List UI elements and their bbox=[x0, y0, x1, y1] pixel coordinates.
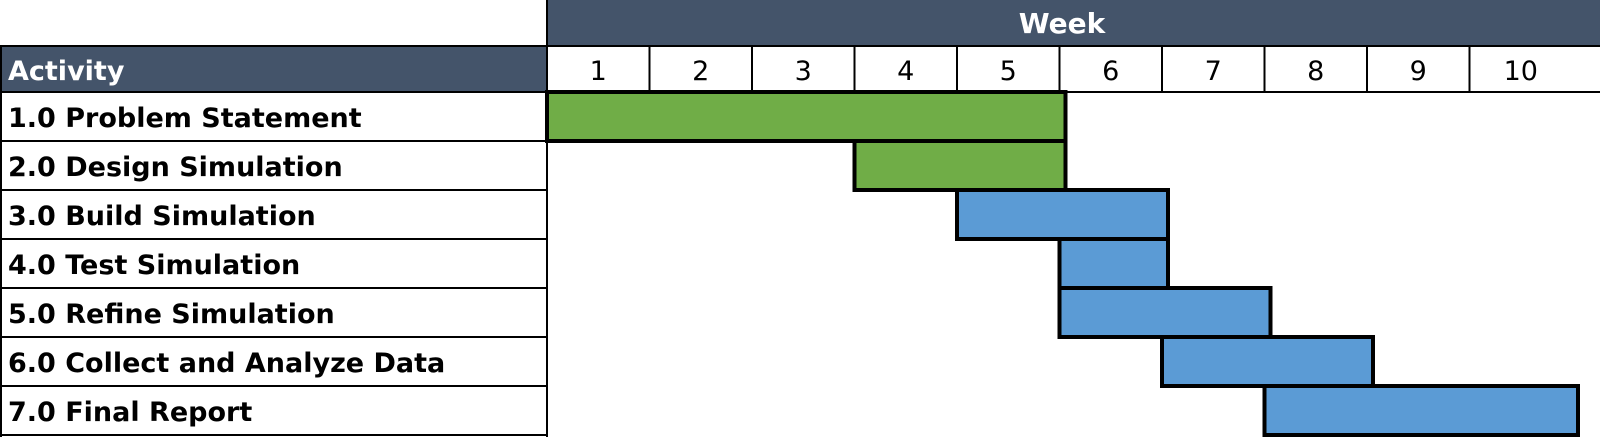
week-header-title: Week bbox=[1019, 7, 1107, 40]
week-number-label: 9 bbox=[1410, 56, 1427, 87]
week-number-label: 4 bbox=[897, 56, 914, 87]
week-numbers-bg bbox=[547, 46, 1600, 92]
activity-label: 4.0 Test Simulation bbox=[8, 250, 300, 281]
week-number-label: 10 bbox=[1504, 56, 1538, 87]
activity-header-title: Activity bbox=[8, 56, 125, 87]
activity-label: 2.0 Design Simulation bbox=[8, 152, 343, 183]
gantt-bar bbox=[955, 188, 1170, 241]
activity-label: 6.0 Collect and Analyze Data bbox=[8, 348, 445, 379]
gantt-bar bbox=[1160, 335, 1375, 388]
week-number-label: 7 bbox=[1205, 56, 1222, 87]
week-number-label: 6 bbox=[1102, 56, 1119, 87]
gantt-bar bbox=[1262, 384, 1580, 437]
week-header-bg bbox=[547, 0, 1600, 46]
activity-label: 7.0 Final Report bbox=[8, 397, 252, 428]
gantt-bar bbox=[545, 90, 1068, 143]
week-number-label: 1 bbox=[590, 56, 607, 87]
activity-label: 3.0 Build Simulation bbox=[8, 201, 316, 232]
gantt-bar bbox=[1057, 237, 1170, 290]
week-number-label: 8 bbox=[1307, 56, 1324, 87]
activity-label: 1.0 Problem Statement bbox=[8, 103, 362, 134]
week-number-label: 2 bbox=[692, 56, 709, 87]
week-number-label: 3 bbox=[795, 56, 812, 87]
activity-label: 5.0 Refine Simulation bbox=[8, 299, 335, 330]
week-number-label: 5 bbox=[1000, 56, 1017, 87]
activity-header-bg bbox=[0, 46, 547, 92]
gantt-bar bbox=[852, 139, 1068, 192]
gantt-bar bbox=[1057, 286, 1273, 339]
